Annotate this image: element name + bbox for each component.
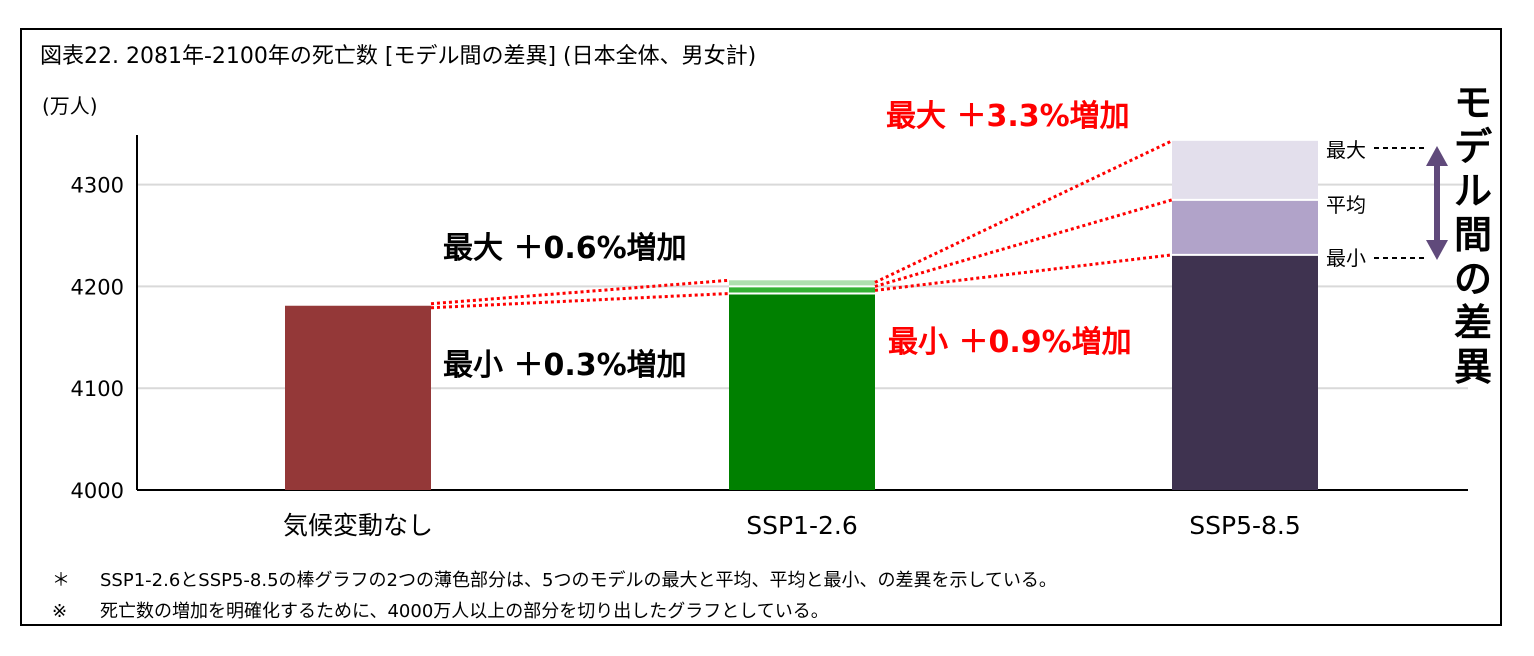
bar-3-min-avg bbox=[1172, 199, 1318, 255]
bar-2 bbox=[729, 280, 875, 490]
bar-2-avg-max bbox=[729, 280, 875, 287]
y-tick-labels: 4000 4100 4200 4300 bbox=[71, 174, 124, 503]
footnote-2-mark: ※ bbox=[52, 601, 68, 622]
connector-ssp126-to-ssp585-min bbox=[874, 253, 1173, 292]
legend-label-min: 最小 bbox=[1326, 246, 1366, 270]
x-tick-label-2: SSP1-2.6 bbox=[746, 511, 858, 540]
bar-1 bbox=[285, 305, 431, 490]
connector-lines bbox=[430, 139, 1173, 310]
y-tick-label-4300: 4300 bbox=[71, 174, 124, 198]
legend-label-avg: 平均 bbox=[1326, 193, 1366, 217]
bars bbox=[285, 140, 1318, 490]
footnote-2: ※ 死亡数の増加を明確化するために、4000万人以上の部分を切り出したグラフとして… bbox=[52, 597, 829, 623]
x-tick-label-3: SSP5-8.5 bbox=[1189, 511, 1301, 540]
range-arrow bbox=[1426, 146, 1448, 260]
footnote-1-text: SSP1-2.6とSSP5-8.5の棒グラフの2つの薄色部分は、5つのモデルの最… bbox=[100, 570, 1057, 591]
connector-base-to-ssp126-min bbox=[430, 292, 730, 310]
bar-1-base bbox=[285, 305, 431, 490]
side-label-char-3: ル bbox=[1454, 169, 1492, 213]
bar-2-base bbox=[729, 293, 875, 490]
legend-label-max: 最大 bbox=[1326, 138, 1366, 162]
x-tick-labels: 気候変動なし SSP1-2.6 SSP5-8.5 bbox=[283, 511, 1301, 540]
side-label-char-4: 間 bbox=[1454, 213, 1492, 257]
y-tick-label-4000: 4000 bbox=[71, 479, 124, 503]
side-label-char-6: 差 bbox=[1454, 301, 1492, 345]
annotation-ssp585-max: 最大 ＋3.3%増加 bbox=[886, 99, 1130, 134]
y-tick-label-4200: 4200 bbox=[71, 275, 124, 299]
bar-2-min-avg bbox=[729, 286, 875, 294]
x-tick-label-1: 気候変動なし bbox=[283, 511, 433, 540]
footnote-1-mark: ＊ bbox=[52, 570, 70, 591]
bar-3-avg-max bbox=[1172, 140, 1318, 200]
y-tick-label-4100: 4100 bbox=[71, 377, 124, 401]
side-label-char-2: デ bbox=[1454, 125, 1493, 169]
side-label-char-5: の bbox=[1454, 257, 1492, 301]
chart-title: 図表22. 2081年-2100年の死亡数 [モデル間の差異] (日本全体、男女… bbox=[40, 44, 757, 69]
footnote-2-text: 死亡数の増加を明確化するために、4000万人以上の部分を切り出したグラフとしてい… bbox=[100, 601, 829, 622]
side-label-char-7: 異 bbox=[1454, 345, 1492, 389]
annotation-ssp585-min: 最小 ＋0.9%増加 bbox=[888, 325, 1132, 360]
annotation-ssp126-max: 最大 ＋0.6%増加 bbox=[443, 231, 687, 266]
bar-3 bbox=[1172, 140, 1318, 490]
side-label-char-1: モ bbox=[1454, 81, 1492, 125]
bar-3-base bbox=[1172, 254, 1318, 490]
footnote-1: ＊ SSP1-2.6とSSP5-8.5の棒グラフの2つの薄色部分は、5つのモデルの… bbox=[52, 566, 1057, 592]
connector-base-to-ssp126-max bbox=[430, 278, 730, 306]
side-label-vertical: モデル間の差異 bbox=[1454, 81, 1493, 389]
connector-ssp126-to-ssp585-max bbox=[874, 139, 1173, 284]
chart-frame bbox=[20, 28, 1502, 626]
y-axis-unit: (万人) bbox=[42, 94, 98, 118]
annotation-ssp126-min: 最小 ＋0.3%増加 bbox=[443, 348, 687, 383]
